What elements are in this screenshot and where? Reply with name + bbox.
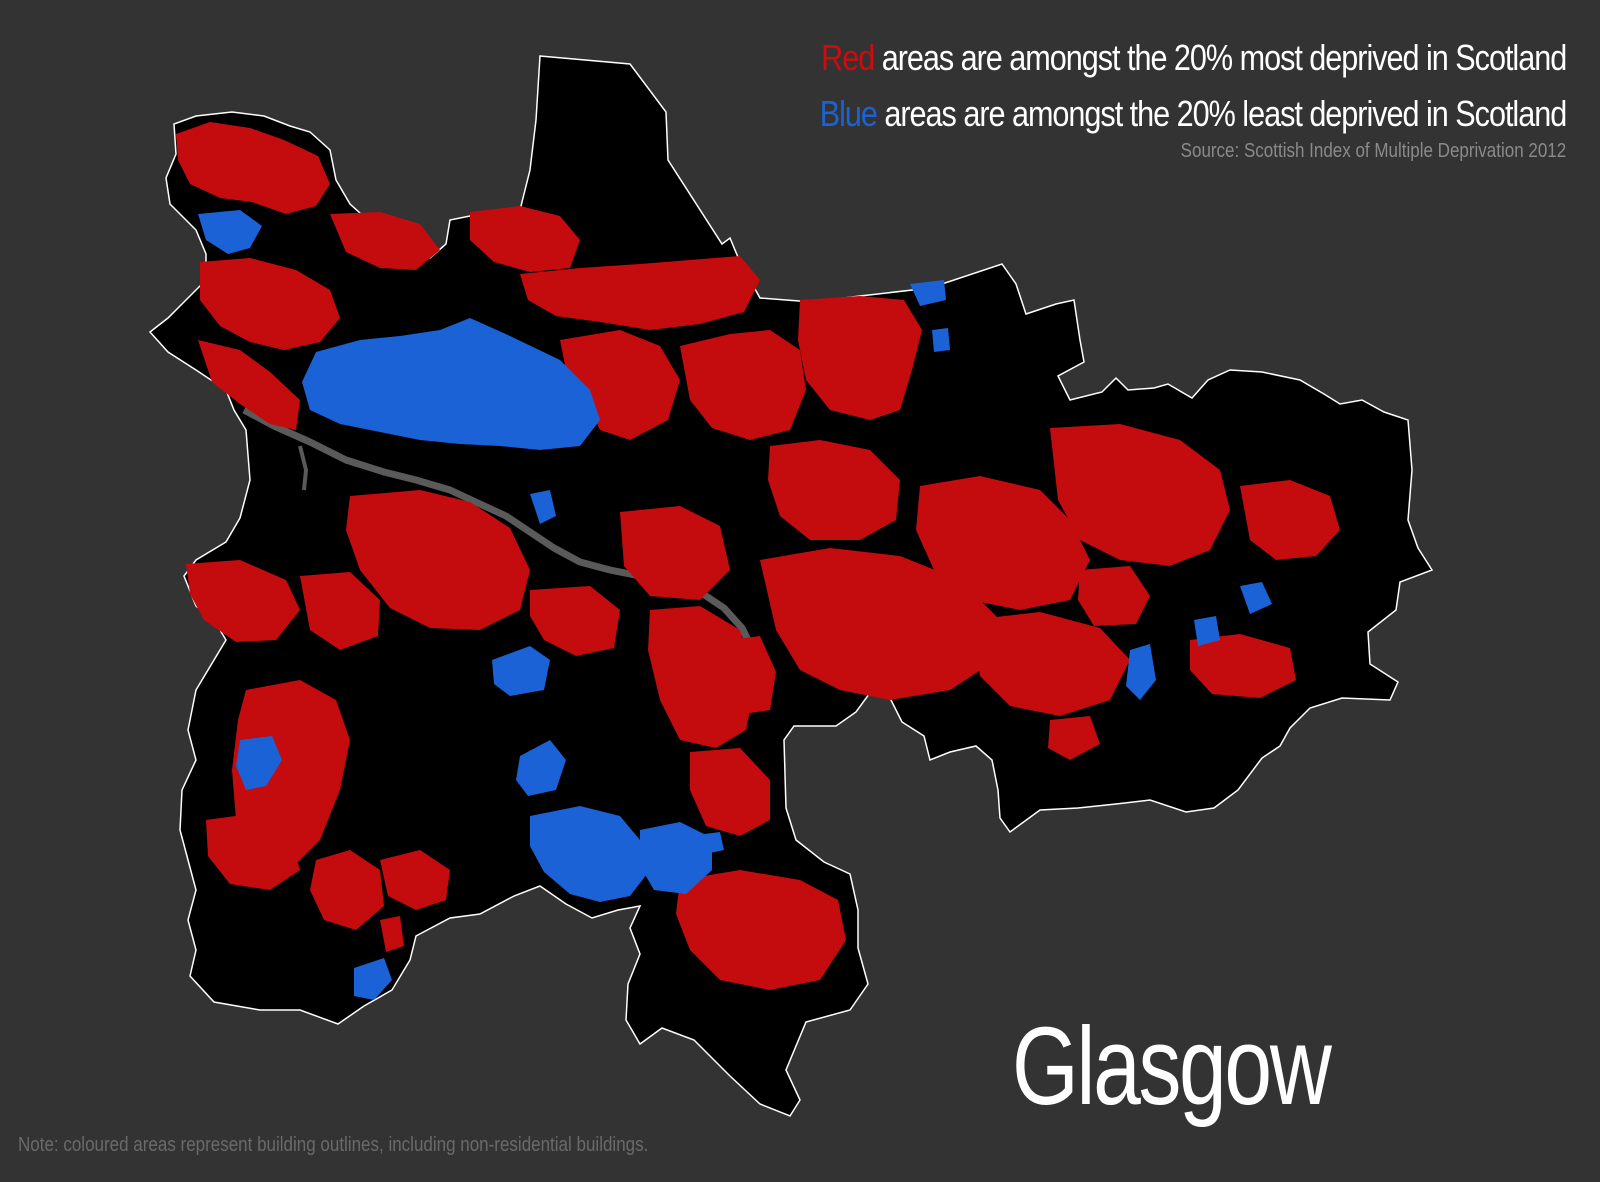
red-area-castlemilk: [676, 870, 846, 990]
legend-red-key: Red: [820, 37, 875, 78]
red-area-yoker: [198, 340, 300, 430]
red-area-toryglen: [690, 748, 770, 836]
legend-red-line: Red areas are amongst the 20% most depri…: [820, 30, 1567, 86]
red-area-easterhouse: [1050, 424, 1230, 566]
red-area-sighthill: [560, 330, 680, 440]
red-area-nitshill: [206, 814, 300, 890]
city-title: Glasgow: [1012, 1005, 1332, 1128]
red-area-priesthill: [310, 850, 384, 930]
red-area-gorbals: [620, 506, 730, 600]
red-area-mount-florida: [530, 586, 620, 656]
red-area-garthamlock: [1240, 480, 1340, 560]
red-area-cranhill: [1078, 566, 1150, 626]
blue-area-pollokshields: [492, 646, 550, 696]
red-area-southwest-small: [380, 916, 404, 952]
red-area-bridgeton: [730, 636, 776, 714]
blue-area-robroyston-east: [932, 328, 950, 352]
blue-area-pollok-park: [236, 736, 282, 790]
blue-area-city-centre: [530, 490, 556, 524]
red-area-royston: [680, 330, 806, 440]
red-area-baillieston: [1190, 634, 1296, 698]
red-area-cardonald: [186, 560, 300, 642]
legend-blue-text: areas are amongst the 20% least deprived…: [876, 93, 1567, 134]
red-area-robroyston: [798, 296, 922, 420]
source-credit: Source: Scottish Index of Multiple Depri…: [1180, 140, 1566, 162]
blue-areas: [198, 210, 1272, 1000]
river-kelvin: [298, 445, 309, 491]
blue-area-cathcart: [530, 806, 650, 902]
blue-area-west-end: [302, 318, 600, 450]
river-clyde: [242, 406, 762, 685]
blue-area-stepps: [910, 280, 946, 306]
red-area-arden: [380, 850, 450, 910]
legend-blue-key: Blue: [819, 93, 878, 134]
blue-area-newlands: [516, 740, 566, 796]
red-areas: [176, 122, 1340, 990]
blue-area-garrowhill: [1126, 644, 1156, 700]
red-area-springburn: [520, 256, 760, 330]
red-area-ibrox: [300, 572, 380, 650]
map-legend: Red areas are amongst the 20% most depri…: [688, 30, 1567, 163]
red-area-northwest: [176, 122, 330, 214]
footnote: Note: coloured areas represent building …: [18, 1134, 649, 1156]
red-area-tollcross: [970, 612, 1130, 716]
red-area-govan: [346, 490, 530, 630]
red-area-maryhill: [330, 212, 440, 270]
blue-area-barlanark: [1194, 616, 1220, 646]
legend-blue-line: Blue areas are amongst the 20% least dep…: [819, 86, 1567, 142]
red-area-dennistoun: [768, 440, 900, 540]
blue-area-southwest-edge: [354, 958, 392, 1000]
red-area-shettleston: [916, 476, 1090, 610]
blue-area-croftfoot: [688, 832, 724, 856]
blue-area-jordanhill: [198, 210, 262, 254]
red-area-carntyne: [760, 548, 1000, 700]
red-area-oatlands: [648, 606, 756, 748]
blue-area-mount-vernon: [1240, 582, 1272, 614]
legend-red-text: areas are amongst the 20% most deprived …: [874, 37, 1567, 78]
red-area-carmyle: [1048, 716, 1100, 760]
red-area-possil: [470, 206, 580, 272]
red-area-drumchapel: [200, 258, 340, 350]
